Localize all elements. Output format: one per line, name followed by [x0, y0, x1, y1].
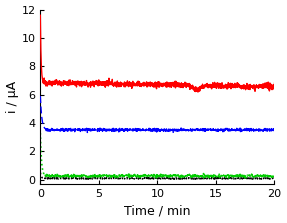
- X-axis label: Time / min: Time / min: [124, 204, 191, 217]
- Y-axis label: i / μA: i / μA: [5, 81, 19, 113]
